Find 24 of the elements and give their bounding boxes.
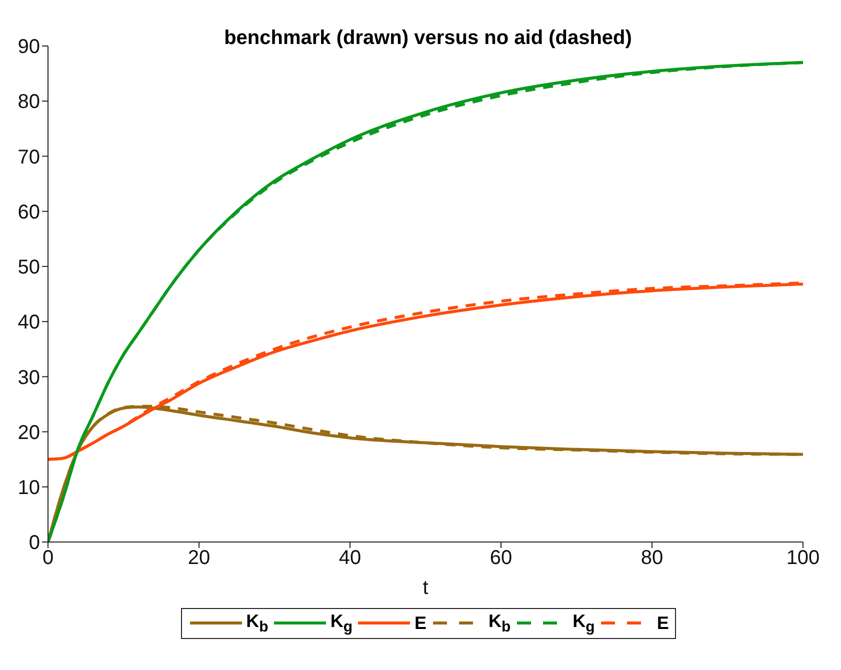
x-tick-label: 100 — [786, 547, 820, 570]
y-tick-label: 70 — [18, 146, 40, 168]
x-tick-label: 60 — [490, 547, 512, 570]
legend-label: K$_{b}$ — [246, 611, 268, 636]
y-tick-label: 30 — [18, 366, 40, 389]
y-tick-label: 50 — [18, 256, 40, 279]
y-tick-label: 80 — [18, 91, 40, 114]
legend-label: E — [414, 612, 426, 634]
legend-label: K$_{g}$ — [330, 611, 352, 636]
legend-label: K$_{b}$ — [488, 611, 511, 636]
x-tick-label: 0 — [42, 547, 54, 570]
x-tick-label: 40 — [338, 547, 362, 570]
y-tick-label: 40 — [18, 312, 40, 334]
legend-label: K$_{g}$ — [572, 611, 595, 636]
y-tick-label: 60 — [18, 201, 40, 224]
y-tick-label: 0 — [28, 532, 40, 554]
x-tick-label: 80 — [640, 547, 664, 570]
x-axis-title: t — [422, 577, 429, 599]
x-tick-label: 20 — [188, 547, 210, 570]
legend-label: E — [656, 612, 669, 634]
y-tick-label: 10 — [18, 476, 40, 499]
chart-title: benchmark (drawn) versus no aid (dashed) — [224, 27, 632, 49]
y-tick-label: 90 — [18, 36, 40, 58]
y-tick-label: 20 — [18, 422, 40, 444]
